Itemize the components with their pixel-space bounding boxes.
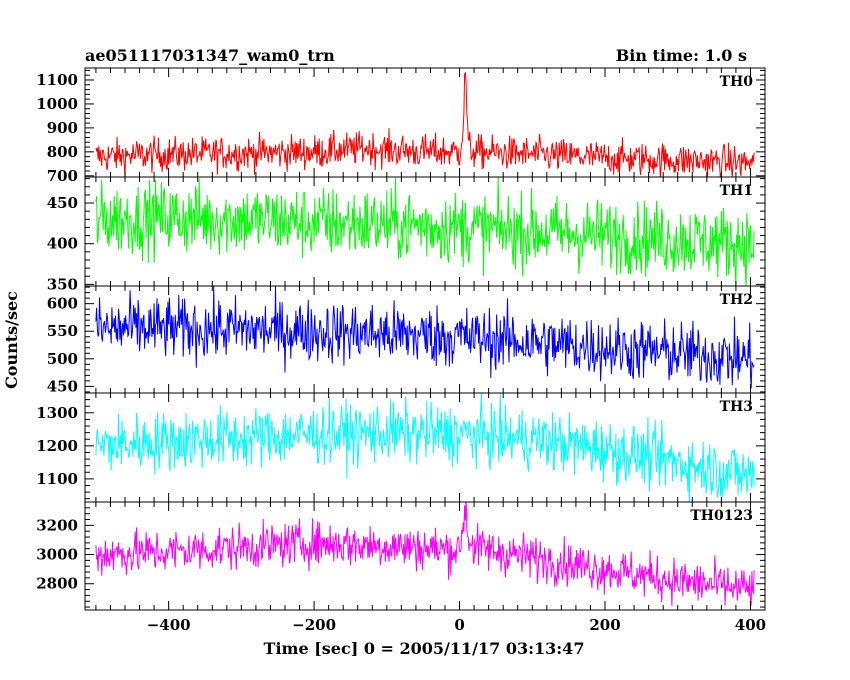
series-line-th1 — [95, 177, 755, 286]
y-tick-label: 1100 — [36, 470, 78, 488]
series-label-th0123: TH0123 — [690, 508, 753, 524]
x-tick-label: 400 — [735, 616, 766, 634]
panel-th3: 1100 1200 1300 TH3 — [36, 392, 766, 503]
y-tick-label: 1300 — [36, 404, 78, 422]
bin-time-label: Bin time: 1.0 s — [616, 46, 747, 65]
panel-th2: 450 500 550 600 TH2 — [47, 285, 766, 395]
series-line-th3 — [95, 393, 755, 502]
series-label-th2: TH2 — [720, 292, 753, 308]
panels-layer: 700 800 900 1000 1100 TH0 350 400 450 TH1 450 500 55… — [36, 67, 766, 634]
y-tick-label: 1000 — [36, 95, 78, 113]
x-axis-label: Time [sec] 0 = 2005/11/17 03:13:47 — [264, 639, 585, 658]
y-tick-label: 2800 — [36, 575, 78, 593]
y-tick-label: 450 — [47, 194, 78, 212]
panel-th1: 350 400 450 TH1 — [47, 176, 766, 293]
series-label-th1: TH1 — [720, 183, 753, 199]
y-tick-label: 550 — [47, 322, 78, 340]
y-tick-label: 400 — [47, 235, 78, 253]
x-tick-label: 200 — [589, 616, 620, 634]
y-tick-label: 1100 — [36, 71, 78, 89]
x-tick-label: −400 — [147, 616, 191, 634]
series-label-th0: TH0 — [720, 74, 754, 90]
series-label-th3: TH3 — [720, 399, 753, 415]
y-tick-label: 800 — [47, 143, 78, 161]
y-tick-label: 3200 — [36, 516, 78, 534]
y-tick-label: 3000 — [36, 546, 78, 564]
series-line-th0123 — [95, 502, 755, 607]
panel-frame — [84, 501, 766, 611]
x-tick-label: 0 — [454, 616, 464, 634]
panel-th0: 700 800 900 1000 1100 TH0 — [36, 67, 766, 185]
x-tick-label: −200 — [292, 616, 336, 634]
panel-th0123: 2800 3000 3200 TH0123 — [36, 501, 766, 611]
figure-title: ae051117031347_wam0_trn — [85, 46, 335, 65]
y-tick-label: 1200 — [36, 437, 78, 455]
series-line-th2 — [95, 286, 755, 389]
y-tick-label: 700 — [47, 167, 78, 185]
y-tick-label: 600 — [47, 295, 78, 313]
y-tick-label: 450 — [47, 377, 78, 395]
y-tick-label: 900 — [47, 119, 78, 137]
y-tick-label: 350 — [47, 275, 78, 293]
y-axis-label: Counts/sec — [2, 291, 21, 389]
series-line-th0 — [95, 71, 755, 177]
y-tick-label: 500 — [47, 350, 78, 368]
